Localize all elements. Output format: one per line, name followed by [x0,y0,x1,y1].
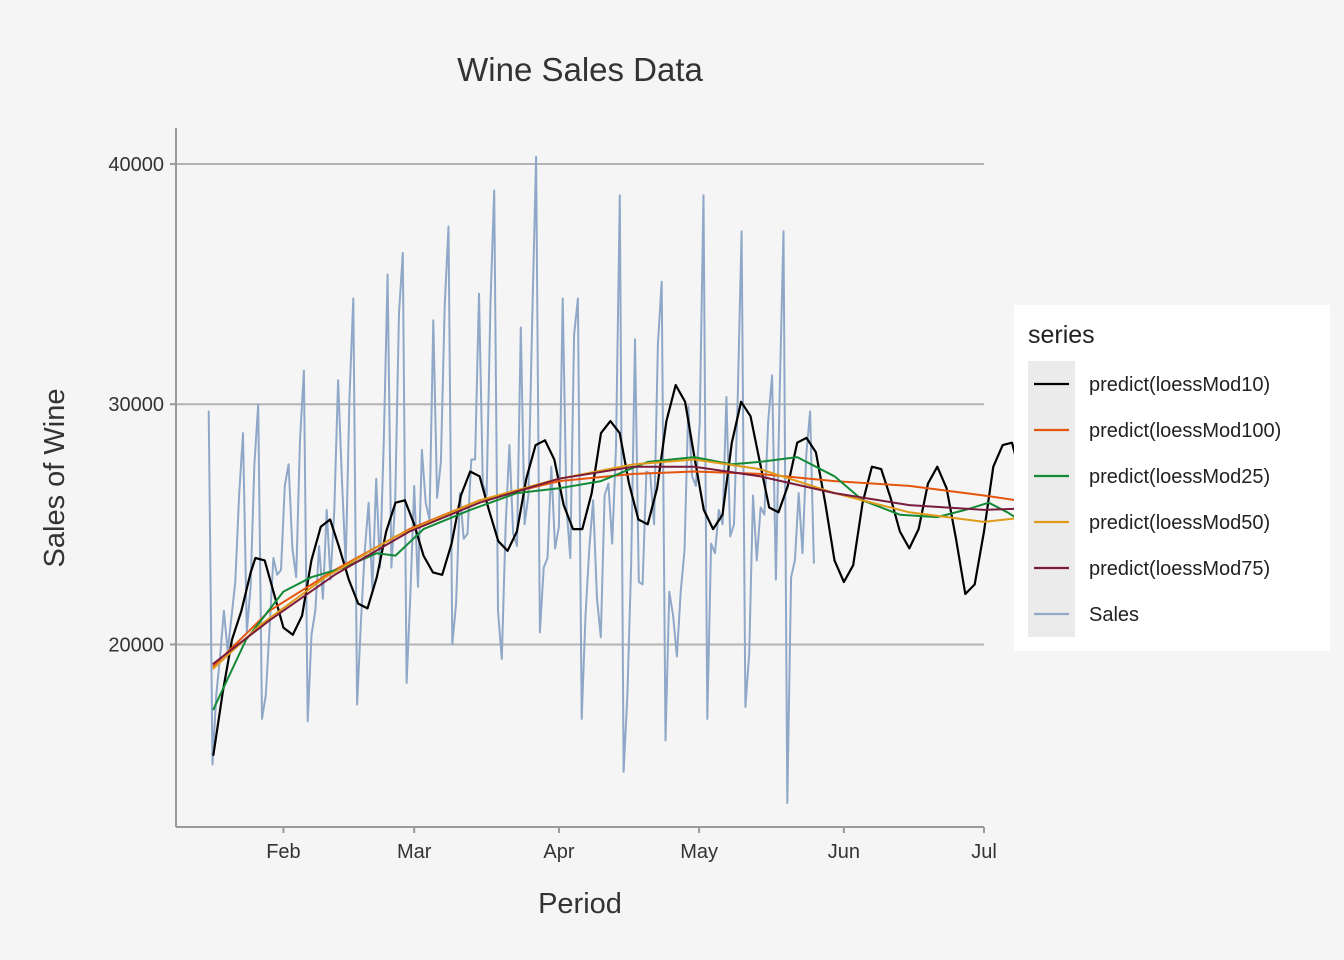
series-line-predict-loessmod100 [212,470,1135,668]
legend-label-predict-loessmod25: predict(loessMod25) [1089,466,1270,488]
legend-label-predict-loessmod75: predict(loessMod75) [1089,558,1270,580]
plot-series [207,155,1135,804]
y-tick-label-2: 40000 [108,154,164,176]
chart-title: Wine Sales Data [457,51,703,88]
series-line-predict-loessmod10 [212,383,1135,757]
x-tick-label-1: Mar [397,841,432,863]
y-axis-title: Sales of Wine [39,389,71,568]
legend-key-background [1028,361,1075,637]
x-ticks: Feb Mar Apr May Jun Jul [266,827,997,863]
legend-title: series [1028,321,1095,349]
legend-label-predict-loessmod50: predict(loessMod50) [1089,512,1270,534]
x-tick-label-0: Feb [266,841,300,863]
series-line-predict-loessmod75 [212,465,1135,665]
y-tick-label-0: 20000 [108,634,164,656]
y-ticks: 20000 30000 40000 [108,154,176,656]
legend-label-predict-loessmod100: predict(loessMod100) [1089,420,1281,442]
x-tick-label-2: Apr [543,841,574,863]
x-axis-title: Period [538,888,622,920]
legend: series predict(loessMod10)predict(loessM… [1014,305,1330,651]
legend-label-predict-loessmod10: predict(loessMod10) [1089,374,1270,396]
series-line-sales [207,155,815,804]
y-tick-label-1: 30000 [108,394,164,416]
legend-items: predict(loessMod10) predict(loessMod100) p… [1028,361,1281,637]
legend-label-sales: Sales [1089,604,1139,626]
x-tick-label-3: May [680,841,718,863]
x-tick-label-5: Jul [971,841,997,863]
x-tick-label-4: Jun [828,841,860,863]
